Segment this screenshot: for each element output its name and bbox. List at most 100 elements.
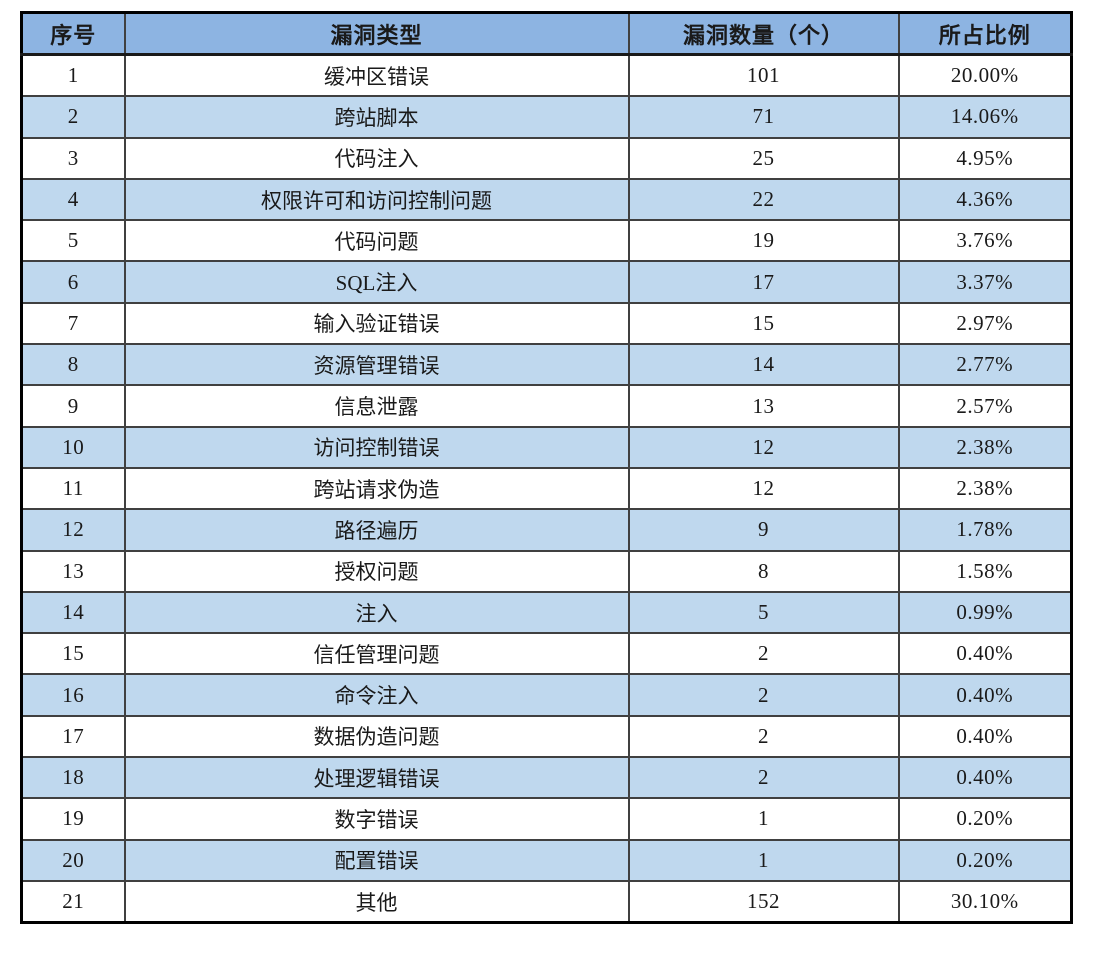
cell-vuln-count: 152	[627, 879, 900, 924]
cell-percentage: 2.57%	[897, 384, 1073, 428]
cell-vuln-count: 17	[627, 260, 900, 304]
cell-index: 16	[20, 673, 126, 717]
cell-percentage: 1.58%	[897, 549, 1073, 593]
cell-index: 2	[20, 95, 126, 139]
cell-vuln-type: 跨站请求伪造	[123, 466, 630, 511]
cell-index: 21	[20, 879, 126, 924]
cell-percentage: 2.97%	[897, 301, 1073, 346]
cell-index: 17	[20, 714, 126, 759]
header-cell-index: 序号	[20, 11, 126, 56]
cell-percentage: 2.38%	[897, 425, 1073, 469]
cell-percentage: 14.06%	[897, 95, 1073, 139]
table-header-row: 序号 漏洞类型 漏洞数量（个） 所占比例	[20, 11, 1073, 56]
table-row: 14 注入 5 0.99%	[20, 590, 1073, 635]
cell-index: 19	[20, 797, 126, 841]
cell-percentage: 1.78%	[897, 508, 1073, 552]
cell-vuln-type: 其他	[123, 879, 630, 924]
cell-vuln-count: 5	[627, 590, 900, 635]
cell-percentage: 3.76%	[897, 219, 1073, 263]
cell-percentage: 0.40%	[897, 673, 1073, 717]
cell-index: 20	[20, 838, 126, 882]
cell-vuln-count: 8	[627, 549, 900, 593]
table-row: 11 跨站请求伪造 12 2.38%	[20, 466, 1073, 511]
cell-vuln-type: 信息泄露	[123, 384, 630, 428]
cell-vuln-count: 2	[627, 632, 900, 676]
cell-percentage: 0.99%	[897, 590, 1073, 635]
table-row: 12 路径遍历 9 1.78%	[20, 508, 1073, 552]
cell-vuln-count: 12	[627, 466, 900, 511]
cell-percentage: 0.20%	[897, 797, 1073, 841]
cell-index: 3	[20, 136, 126, 180]
table-row: 2 跨站脚本 71 14.06%	[20, 95, 1073, 139]
cell-vuln-type: 权限许可和访问控制问题	[123, 177, 630, 222]
cell-vuln-count: 2	[627, 756, 900, 800]
cell-vuln-type: SQL注入	[123, 260, 630, 304]
cell-index: 14	[20, 590, 126, 635]
cell-vuln-type: 注入	[123, 590, 630, 635]
cell-index: 12	[20, 508, 126, 552]
table-body: 1 缓冲区错误 101 20.00% 2 跨站脚本 71 14.06% 3 代码…	[20, 53, 1073, 924]
table-row: 13 授权问题 8 1.58%	[20, 549, 1073, 593]
table-row: 1 缓冲区错误 101 20.00%	[20, 53, 1073, 98]
table-row: 19 数字错误 1 0.20%	[20, 797, 1073, 841]
cell-vuln-type: 跨站脚本	[123, 95, 630, 139]
cell-index: 8	[20, 343, 126, 387]
header-cell-percentage: 所占比例	[897, 11, 1073, 56]
cell-vuln-type: 处理逻辑错误	[123, 756, 630, 800]
cell-index: 6	[20, 260, 126, 304]
cell-vuln-type: 数据伪造问题	[123, 714, 630, 759]
table-row: 6 SQL注入 17 3.37%	[20, 260, 1073, 304]
vulnerability-stats-table: 序号 漏洞类型 漏洞数量（个） 所占比例 1 缓冲区错误 101 20.00% …	[20, 11, 1073, 925]
cell-vuln-count: 22	[627, 177, 900, 222]
cell-index: 1	[20, 53, 126, 98]
cell-index: 13	[20, 549, 126, 593]
table-row: 15 信任管理问题 2 0.40%	[20, 632, 1073, 676]
cell-vuln-type: 代码注入	[123, 136, 630, 180]
cell-percentage: 0.40%	[897, 632, 1073, 676]
header-cell-vuln-count: 漏洞数量（个）	[627, 11, 900, 56]
cell-percentage: 0.40%	[897, 756, 1073, 800]
table-row: 5 代码问题 19 3.76%	[20, 219, 1073, 263]
cell-vuln-count: 12	[627, 425, 900, 469]
table-row: 21 其他 152 30.10%	[20, 879, 1073, 924]
cell-vuln-count: 1	[627, 797, 900, 841]
cell-vuln-count: 2	[627, 714, 900, 759]
cell-vuln-count: 25	[627, 136, 900, 180]
header-cell-vuln-type: 漏洞类型	[123, 11, 630, 56]
cell-percentage: 30.10%	[897, 879, 1073, 924]
cell-vuln-type: 信任管理问题	[123, 632, 630, 676]
cell-vuln-count: 9	[627, 508, 900, 552]
cell-vuln-type: 路径遍历	[123, 508, 630, 552]
cell-vuln-count: 19	[627, 219, 900, 263]
cell-vuln-count: 15	[627, 301, 900, 346]
cell-vuln-count: 101	[627, 53, 900, 98]
table-row: 9 信息泄露 13 2.57%	[20, 384, 1073, 428]
cell-index: 15	[20, 632, 126, 676]
table-row: 17 数据伪造问题 2 0.40%	[20, 714, 1073, 759]
table-row: 7 输入验证错误 15 2.97%	[20, 301, 1073, 346]
table-row: 3 代码注入 25 4.95%	[20, 136, 1073, 180]
table-row: 4 权限许可和访问控制问题 22 4.36%	[20, 177, 1073, 222]
cell-vuln-type: 配置错误	[123, 838, 630, 882]
table-row: 10 访问控制错误 12 2.38%	[20, 425, 1073, 469]
cell-vuln-type: 数字错误	[123, 797, 630, 841]
cell-vuln-type: 输入验证错误	[123, 301, 630, 346]
cell-index: 18	[20, 756, 126, 800]
cell-vuln-type: 缓冲区错误	[123, 53, 630, 98]
cell-index: 7	[20, 301, 126, 346]
cell-percentage: 0.20%	[897, 838, 1073, 882]
cell-vuln-type: 资源管理错误	[123, 343, 630, 387]
cell-vuln-count: 71	[627, 95, 900, 139]
vulnerability-stats-table-container: 序号 漏洞类型 漏洞数量（个） 所占比例 1 缓冲区错误 101 20.00% …	[20, 11, 1073, 925]
table-row: 18 处理逻辑错误 2 0.40%	[20, 756, 1073, 800]
cell-percentage: 2.77%	[897, 343, 1073, 387]
cell-percentage: 20.00%	[897, 53, 1073, 98]
cell-vuln-count: 2	[627, 673, 900, 717]
cell-vuln-type: 授权问题	[123, 549, 630, 593]
table-row: 8 资源管理错误 14 2.77%	[20, 343, 1073, 387]
cell-index: 4	[20, 177, 126, 222]
cell-index: 9	[20, 384, 126, 428]
cell-index: 11	[20, 466, 126, 511]
cell-percentage: 3.37%	[897, 260, 1073, 304]
cell-vuln-count: 14	[627, 343, 900, 387]
